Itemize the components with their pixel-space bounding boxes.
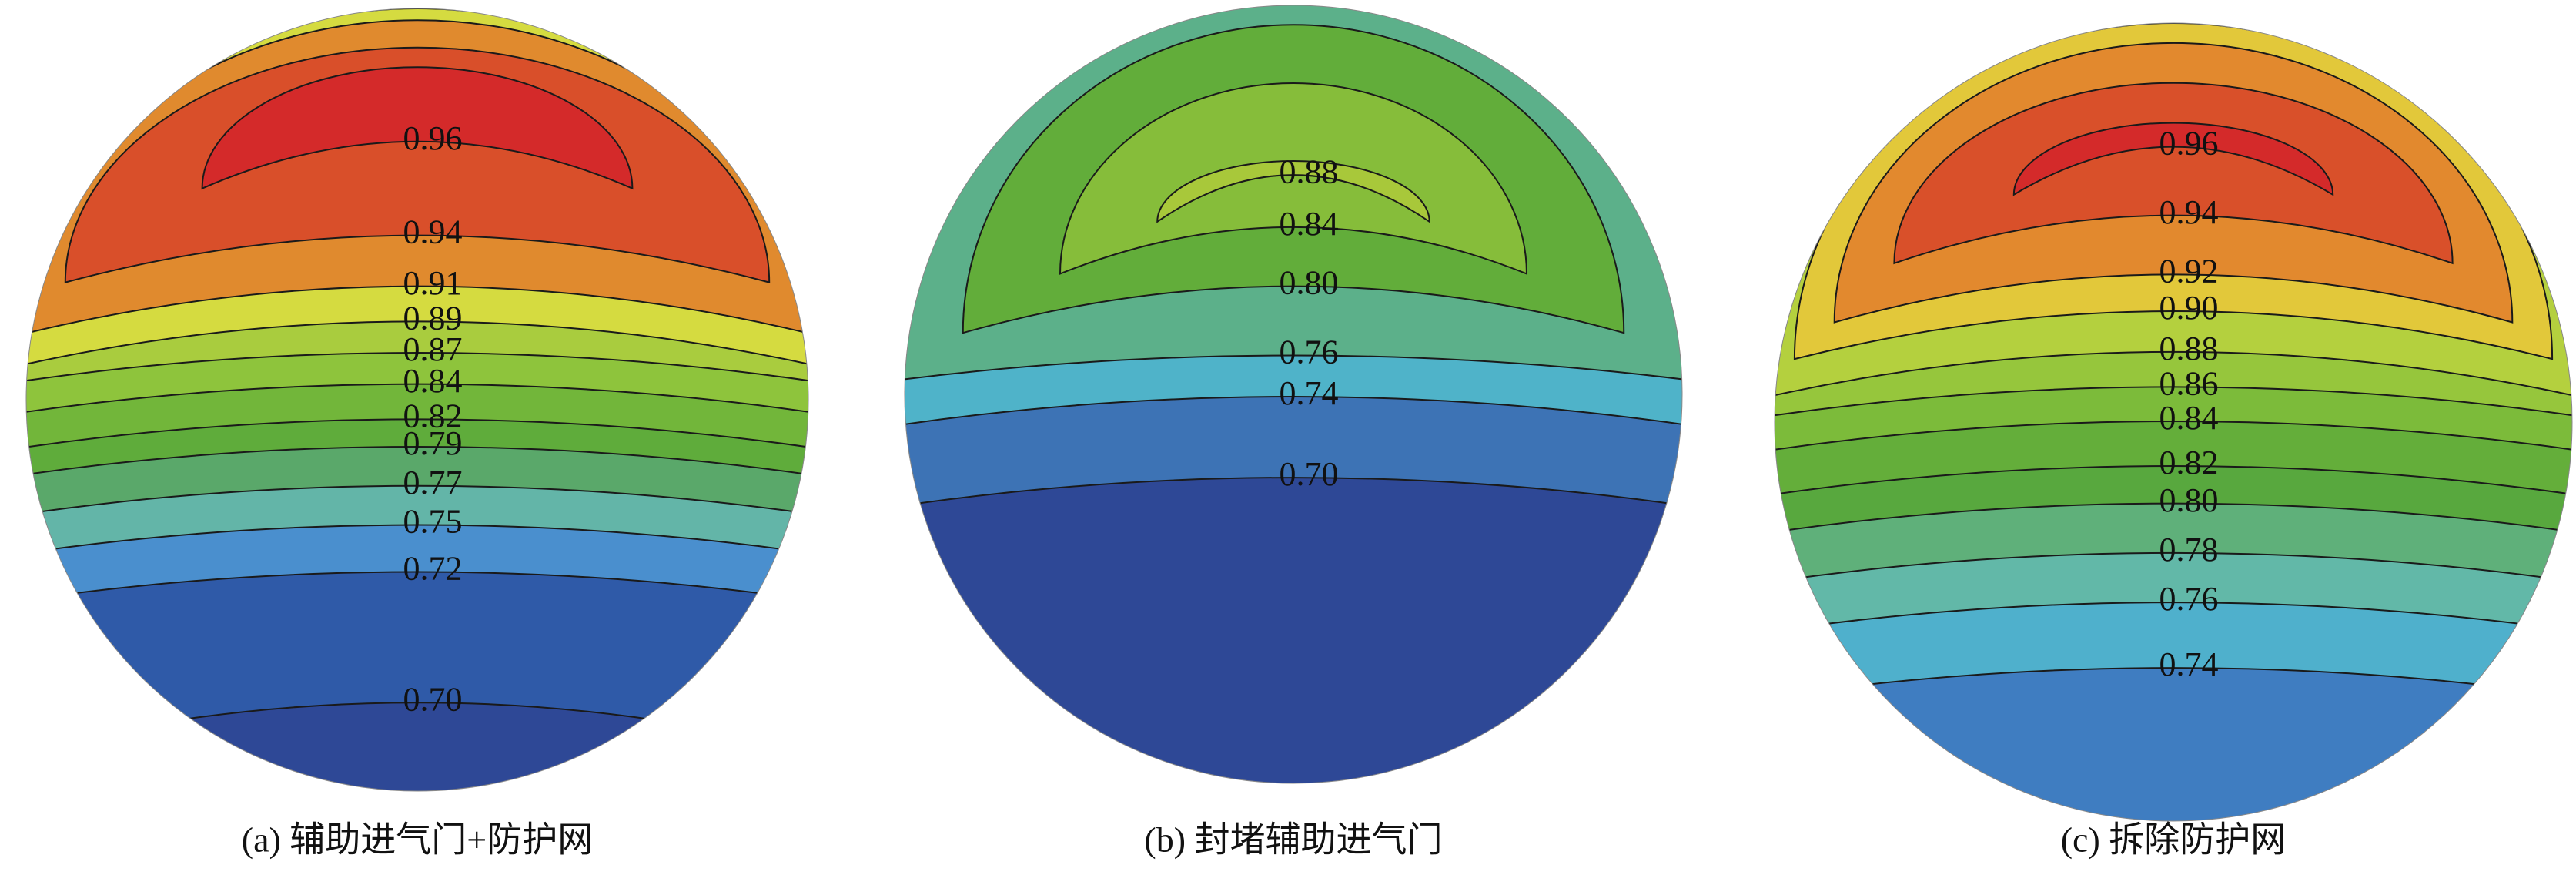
caption: (b) 封堵辅助进气门 [1144,820,1442,860]
contour-label: 0.76 [2159,580,2219,618]
contour-label: 0.78 [2159,531,2219,568]
contour-label: 0.75 [403,503,463,541]
contour-label: 0.82 [2159,444,2219,481]
contour-plot: 0.70 0.740.76 0.80 0.84 0.88 (b) 封堵辅助进气门 [904,5,1683,860]
contour-label: 0.89 [403,299,463,337]
contour-band [1893,82,2454,265]
contour-label: 0.76 [1280,334,1339,371]
contour-label: 0.87 [403,330,463,368]
contour-label: 0.80 [1280,264,1339,302]
contour-label: 0.74 [2159,645,2219,683]
contour-label: 0.94 [2159,193,2219,231]
contour-band [1059,82,1528,275]
contour-label: 0.94 [403,213,463,251]
contour-band [2012,122,2334,196]
caption: (c) 拆除防护网 [2061,820,2287,860]
plot-area [26,8,808,791]
contour-label: 0.96 [2159,125,2219,163]
plot-outline [904,5,1683,784]
contour-label: 0.92 [2159,252,2219,290]
contour-label: 0.79 [403,424,463,462]
contour-label: 0.91 [403,264,463,302]
contour-label: 0.86 [2159,365,2219,403]
contour-label: 0.70 [1280,455,1339,493]
plot-outline [25,8,809,792]
contour-band [64,46,771,283]
contour-label: 0.74 [1280,374,1339,412]
contour-label: 0.84 [403,362,463,400]
contour-label: 0.84 [1280,205,1339,243]
contour-label: 0.84 [2159,399,2219,437]
contour-label: 0.80 [2159,481,2219,519]
contour-label: 0.77 [403,464,463,501]
contour-label: 0.72 [403,550,463,588]
contour-label: 0.88 [2159,330,2219,367]
contour-label: 0.82 [403,397,463,434]
contour-label: 0.90 [2159,289,2219,327]
contour-band [201,66,634,190]
plot-outline [1774,22,2573,822]
contour-label: 0.88 [1280,153,1339,190]
caption: (a) 辅助进气门+防护网 [242,820,594,860]
contour-label: 0.96 [403,119,463,157]
contour-label: 0.70 [403,680,463,718]
contour-band [1156,160,1430,223]
contour-plot: 0.70 0.72 0.750.770.790.820.840.870.890.91… [25,8,809,860]
contour-plot: 0.74 0.76 0.78 0.800.82 0.840.860.880.900.92… [1774,22,2573,860]
